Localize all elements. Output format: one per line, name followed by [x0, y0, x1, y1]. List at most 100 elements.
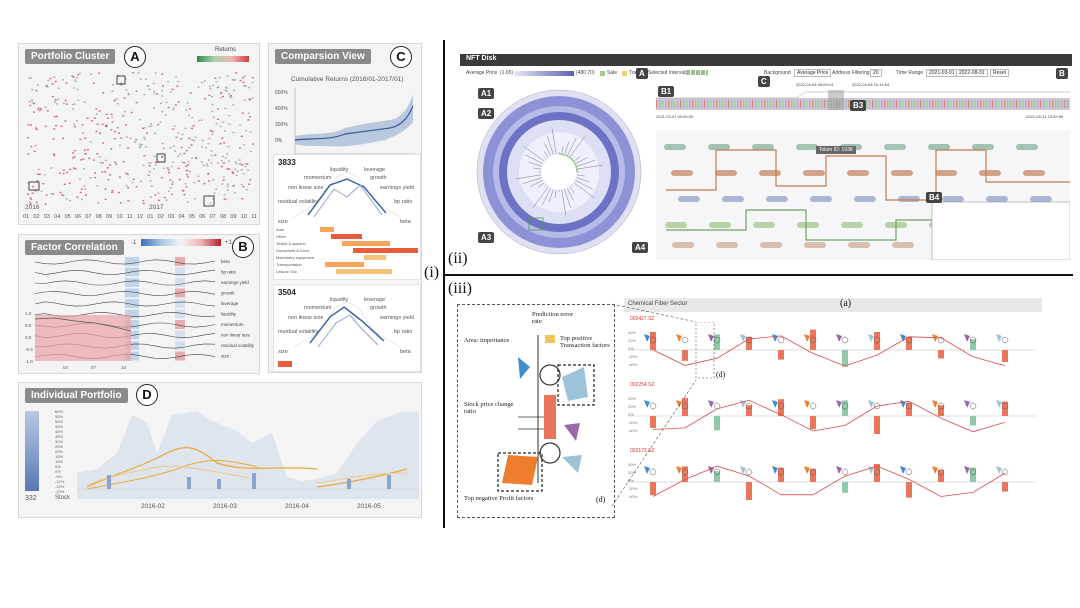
price-max: (480.70): [576, 70, 595, 76]
change-bar: [938, 470, 944, 482]
reset-button[interactable]: Reset: [990, 69, 1010, 77]
portfolio-card-2[interactable]: 3504 liquidity leverage momentum growth …: [273, 284, 421, 372]
month-tick[interactable]: 09: [106, 214, 113, 220]
month-tick[interactable]: 08: [95, 214, 102, 220]
portfolio-point: [125, 124, 128, 126]
portfolio-point: [142, 202, 145, 205]
marker-d: D: [136, 384, 158, 406]
marker-c: C: [390, 46, 412, 68]
factor-glyph: [900, 466, 906, 474]
overview-timeline[interactable]: [656, 90, 1070, 112]
timeline-months[interactable]: 01 02 03 04 05 06 07 08 09 10 11 12 01 02 03 04 05 06 07 08…: [23, 214, 257, 222]
month-tick[interactable]: 09: [230, 214, 237, 220]
portfolio-point: [44, 106, 47, 108]
y-tick: 1.0: [25, 311, 32, 316]
month-tick[interactable]: 11: [126, 214, 133, 220]
stock-count-label: Stock: [55, 495, 71, 501]
portfolio-point: [91, 120, 94, 122]
portfolio-point: [209, 129, 212, 132]
address-filtering-select[interactable]: 20: [870, 69, 882, 77]
month-tick[interactable]: 11: [251, 214, 257, 220]
month-tick[interactable]: 12: [136, 214, 144, 220]
nft-disk-chart[interactable]: [474, 82, 644, 262]
portfolio-point: [242, 186, 245, 188]
portfolio-point: [168, 169, 170, 171]
change-bar: [810, 329, 816, 350]
portfolio-point: [186, 201, 189, 203]
nft-disk-panel: NFT Disk Average Price (1.65) (480.70) S…: [460, 54, 1072, 268]
cluster-scatter[interactable]: [23, 68, 257, 208]
portfolio-point: [35, 128, 38, 131]
token-flow-chart[interactable]: [656, 130, 1070, 260]
month-tick[interactable]: 06: [74, 214, 82, 220]
portfolio-returns-chart[interactable]: [77, 403, 419, 499]
portfolio-point: [247, 112, 250, 114]
factor-glyph: [996, 466, 1002, 474]
time-start-input[interactable]: 2021-03-01: [926, 69, 958, 77]
month-tick[interactable]: 04: [54, 214, 61, 220]
x-tick: 10: [121, 365, 127, 370]
month-tick[interactable]: 03: [43, 214, 50, 220]
portfolio-point: [228, 123, 231, 125]
portfolio-point: [74, 126, 76, 128]
change-bar: [778, 350, 784, 360]
portfolio-card-1[interactable]: 3833 liquidity leverage momentum growth …: [273, 154, 421, 280]
portfolio-point: [175, 136, 178, 138]
stock-count: 332: [25, 495, 37, 502]
factor-glyph: [644, 334, 650, 342]
portfolio-point: [222, 179, 225, 181]
month-tick[interactable]: 07: [85, 214, 92, 220]
portfolio-point: [171, 183, 174, 185]
factor-glyph: [708, 400, 714, 408]
y-tick: 200%: [275, 122, 288, 128]
portfolio-point: [118, 176, 121, 178]
portfolio-point: [127, 200, 130, 202]
portfolio-point: [54, 98, 57, 101]
month-tick[interactable]: 10: [116, 214, 123, 220]
month-tick[interactable]: 01: [147, 214, 154, 220]
portfolio-point: [62, 169, 65, 171]
month-tick[interactable]: 05: [64, 214, 71, 220]
portfolio-point: [154, 72, 157, 74]
portfolio-point: [236, 170, 239, 172]
portfolio-point: [217, 86, 219, 89]
portfolio-point: [35, 201, 38, 204]
factor-label: size: [278, 219, 288, 225]
portfolio-point: [249, 150, 252, 153]
month-tick[interactable]: 04: [178, 214, 185, 220]
month-tick[interactable]: 01: [23, 214, 30, 220]
portfolio-point: [38, 173, 41, 175]
correlation-lines-chart[interactable]: beta bp ratio earnings yield growth leverage…: [25, 255, 255, 371]
month-tick[interactable]: 07: [209, 214, 216, 220]
portfolio-point: [46, 84, 49, 87]
month-tick[interactable]: 08: [220, 214, 227, 220]
portfolio-point: [187, 176, 189, 178]
portfolio-point: [234, 161, 237, 163]
portfolio-point: [220, 160, 223, 162]
month-tick[interactable]: 03: [168, 214, 175, 220]
portfolio-point: [189, 108, 192, 110]
y-tick: 0%: [628, 412, 634, 417]
month-tick[interactable]: 05: [188, 214, 195, 220]
month-tick[interactable]: 06: [199, 214, 206, 220]
portfolio-point: [27, 153, 30, 155]
portfolio-point: [248, 183, 251, 185]
portfolio-point: [130, 111, 133, 114]
y-tick: 30%: [55, 439, 64, 444]
stock-glyph-chart[interactable]: 40% 20% 0% -20% -40% 40% 20% 0% -20% -40% 40% 20% 0%…: [624, 322, 1042, 526]
portfolio-point: [149, 162, 152, 164]
month-tick[interactable]: 02: [33, 214, 40, 220]
legend-top-negative: Top negative Profit factors: [464, 495, 534, 502]
industry-row: Other: [276, 234, 416, 240]
portfolio-point: [32, 111, 35, 113]
x-tick: 04: [63, 365, 69, 370]
portfolio-point: [69, 168, 72, 171]
month-tick[interactable]: 02: [157, 214, 164, 220]
interval-chips[interactable]: [686, 70, 708, 75]
month-tick[interactable]: 10: [240, 214, 247, 220]
portfolio-point: [177, 101, 180, 103]
year-start: 2016: [25, 204, 40, 211]
time-end-input[interactable]: 2022-08-31: [956, 69, 988, 77]
portfolio-point: [242, 173, 245, 175]
background-select[interactable]: Average Price: [794, 69, 832, 77]
